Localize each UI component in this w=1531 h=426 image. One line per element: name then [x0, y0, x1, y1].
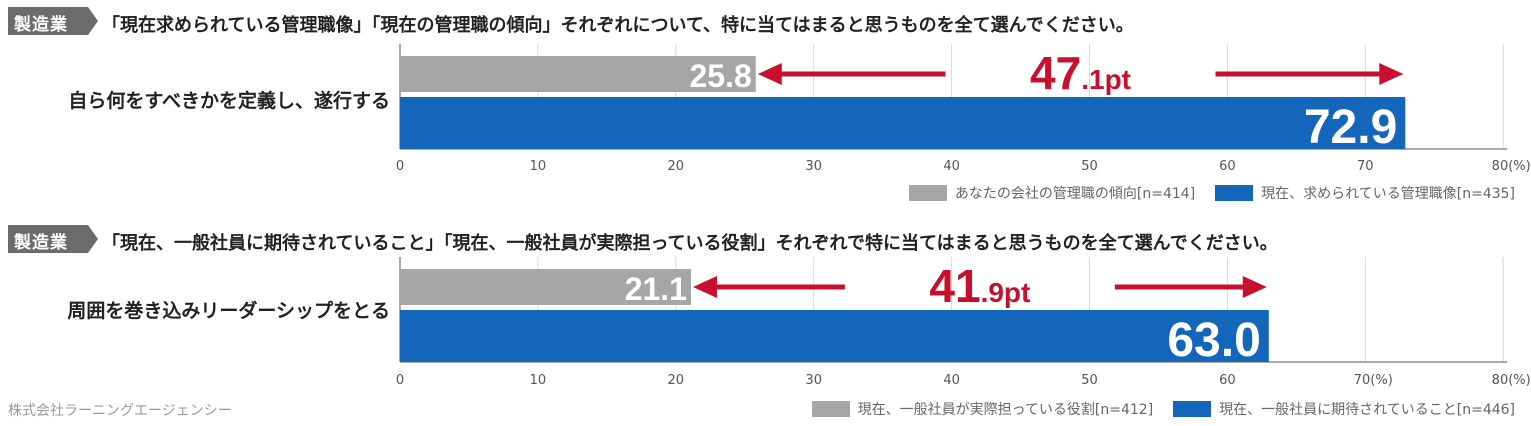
- chart-panel-1: 製造業 「現在求められている管理職像」「現在の管理職の傾向」それぞれについて、特…: [0, 0, 1531, 212]
- x-tick-label: 80(%): [1492, 159, 1531, 174]
- bar-gray: [400, 56, 756, 92]
- data-label-blue: 63.0: [1167, 314, 1260, 367]
- bar-blue: [400, 97, 1406, 149]
- legend-swatch-blue-1: [1215, 185, 1254, 201]
- x-tick-label: 70(%): [1354, 373, 1393, 388]
- legend-swatch-blue-2: [1173, 401, 1212, 417]
- data-label-blue: 72.9: [1304, 101, 1397, 154]
- industry-tag-label-1: 製造業: [14, 15, 68, 35]
- data-label-gray: 25.8: [690, 58, 752, 94]
- industry-tag-label-2: 製造業: [14, 233, 68, 253]
- question-text-2: 「現在、一般社員に期待されていること」「現在、一般社員が実際担っている役割」それ…: [102, 233, 1278, 254]
- x-tick-label: 30: [805, 159, 822, 174]
- bar-plot-2: 0 10 20 30 40 50 60 70(%) 80(%) 21.1 63.0 41.9pt: [396, 257, 1531, 388]
- legend-label-blue-1: 現在、求められている管理職像[n=435]: [1261, 186, 1515, 202]
- bar-blue: [400, 310, 1269, 362]
- diff-arrow-left-head: [692, 276, 717, 298]
- x-tick-label: 20: [668, 373, 685, 388]
- diff-annotation: 41.9pt: [929, 260, 1030, 312]
- legend-label-gray-1: あなたの会社の管理職の傾向[n=414]: [954, 186, 1196, 202]
- data-label-gray: 21.1: [625, 271, 687, 307]
- diff-arrow-right-head: [1379, 63, 1404, 85]
- legend-item-gray-1: あなたの会社の管理職の傾向[n=414]: [908, 183, 1196, 203]
- legend-swatch-gray-2: [811, 401, 850, 417]
- legend-label-gray-2: 現在、一般社員が実際担っている役割[n=412]: [857, 402, 1154, 418]
- question-text-1: 「現在求められている管理職像」「現在の管理職の傾向」それぞれについて、特に当ては…: [102, 15, 1134, 36]
- x-tick-label: 50: [1081, 159, 1098, 174]
- x-tick-label: 50: [1081, 373, 1098, 388]
- x-tick-label: 60: [1219, 159, 1236, 174]
- industry-tag-1: [8, 7, 98, 35]
- x-tick-label: 0: [396, 373, 404, 388]
- industry-tag-2: [8, 225, 98, 253]
- legend-item-gray-2: 現在、一般社員が実際担っている役割[n=412]: [811, 399, 1154, 419]
- chart-panel-2: 製造業 「現在、一般社員に期待されていること」「現在、一般社員が実際担っている役…: [0, 212, 1531, 426]
- diff-annotation: 47.1pt: [1030, 47, 1131, 99]
- company-credit: 株式会社ラーニングエージェンシー: [8, 403, 232, 419]
- bar-plot-1: 0 10 20 30 40 50 60 70 80(%) 25.8 72.9 47.1pt: [396, 44, 1531, 174]
- category-label-1: 自ら何をすべきかを定義し、遂行する: [68, 90, 390, 112]
- bar-gray: [400, 269, 691, 305]
- x-tick-label: 40: [943, 373, 960, 388]
- x-tick-label: 0: [396, 159, 404, 174]
- category-label-2: 周囲を巻き込みリーダーシップをとる: [67, 300, 390, 322]
- x-tick-label: 40: [943, 159, 960, 174]
- legend-1: あなたの会社の管理職の傾向[n=414] 現在、求められている管理職像[n=43…: [889, 183, 1515, 203]
- diff-arrow-right-head: [1242, 276, 1267, 298]
- x-tick-label: 10: [530, 159, 547, 174]
- diff-arrow-left-head: [757, 63, 782, 85]
- legend-item-blue-1: 現在、求められている管理職像[n=435]: [1215, 183, 1515, 203]
- legend-label-blue-2: 現在、一般社員に期待されていること[n=446]: [1219, 402, 1515, 418]
- x-tick-label: 70: [1357, 159, 1374, 174]
- x-tick-label: 10: [530, 373, 547, 388]
- diff-annotation-main: 47: [1030, 47, 1081, 99]
- legend-swatch-gray-1: [908, 185, 947, 201]
- legend-item-blue-2: 現在、一般社員に期待されていること[n=446]: [1173, 399, 1515, 419]
- x-tick-label: 60: [1219, 373, 1236, 388]
- x-tick-label: 20: [668, 159, 685, 174]
- x-tick-label: 80(%): [1492, 373, 1531, 388]
- diff-annotation-frac: .1pt: [1081, 64, 1131, 95]
- diff-annotation-frac: .9pt: [981, 277, 1031, 308]
- legend-2: 現在、一般社員が実際担っている役割[n=412] 現在、一般社員に期待されている…: [792, 399, 1515, 419]
- x-tick-label: 30: [805, 373, 822, 388]
- diff-annotation-main: 41: [929, 260, 980, 312]
